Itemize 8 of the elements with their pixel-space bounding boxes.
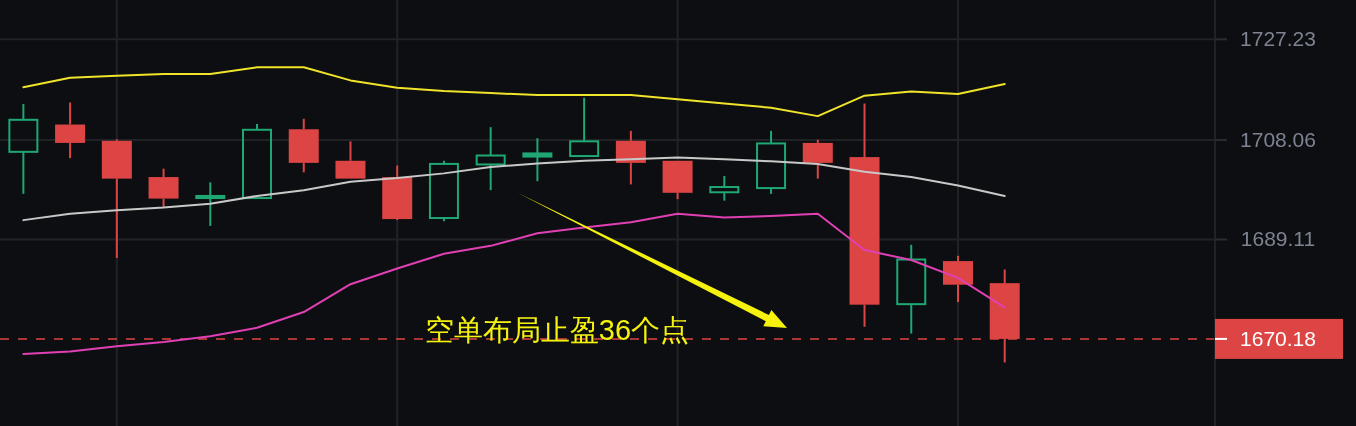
- line-series: [22, 212, 1006, 356]
- ref-line-label: 1670.18: [1240, 326, 1316, 350]
- line-series: [22, 156, 1006, 222]
- line-series: [22, 66, 1006, 118]
- y-tick-label: 1689.11: [1240, 227, 1316, 251]
- annotation: 空单布局止盈36个点: [424, 314, 690, 346]
- y-tick-label: 1727.23: [1240, 27, 1316, 51]
- y-tick-label: 1708.06: [1240, 127, 1316, 151]
